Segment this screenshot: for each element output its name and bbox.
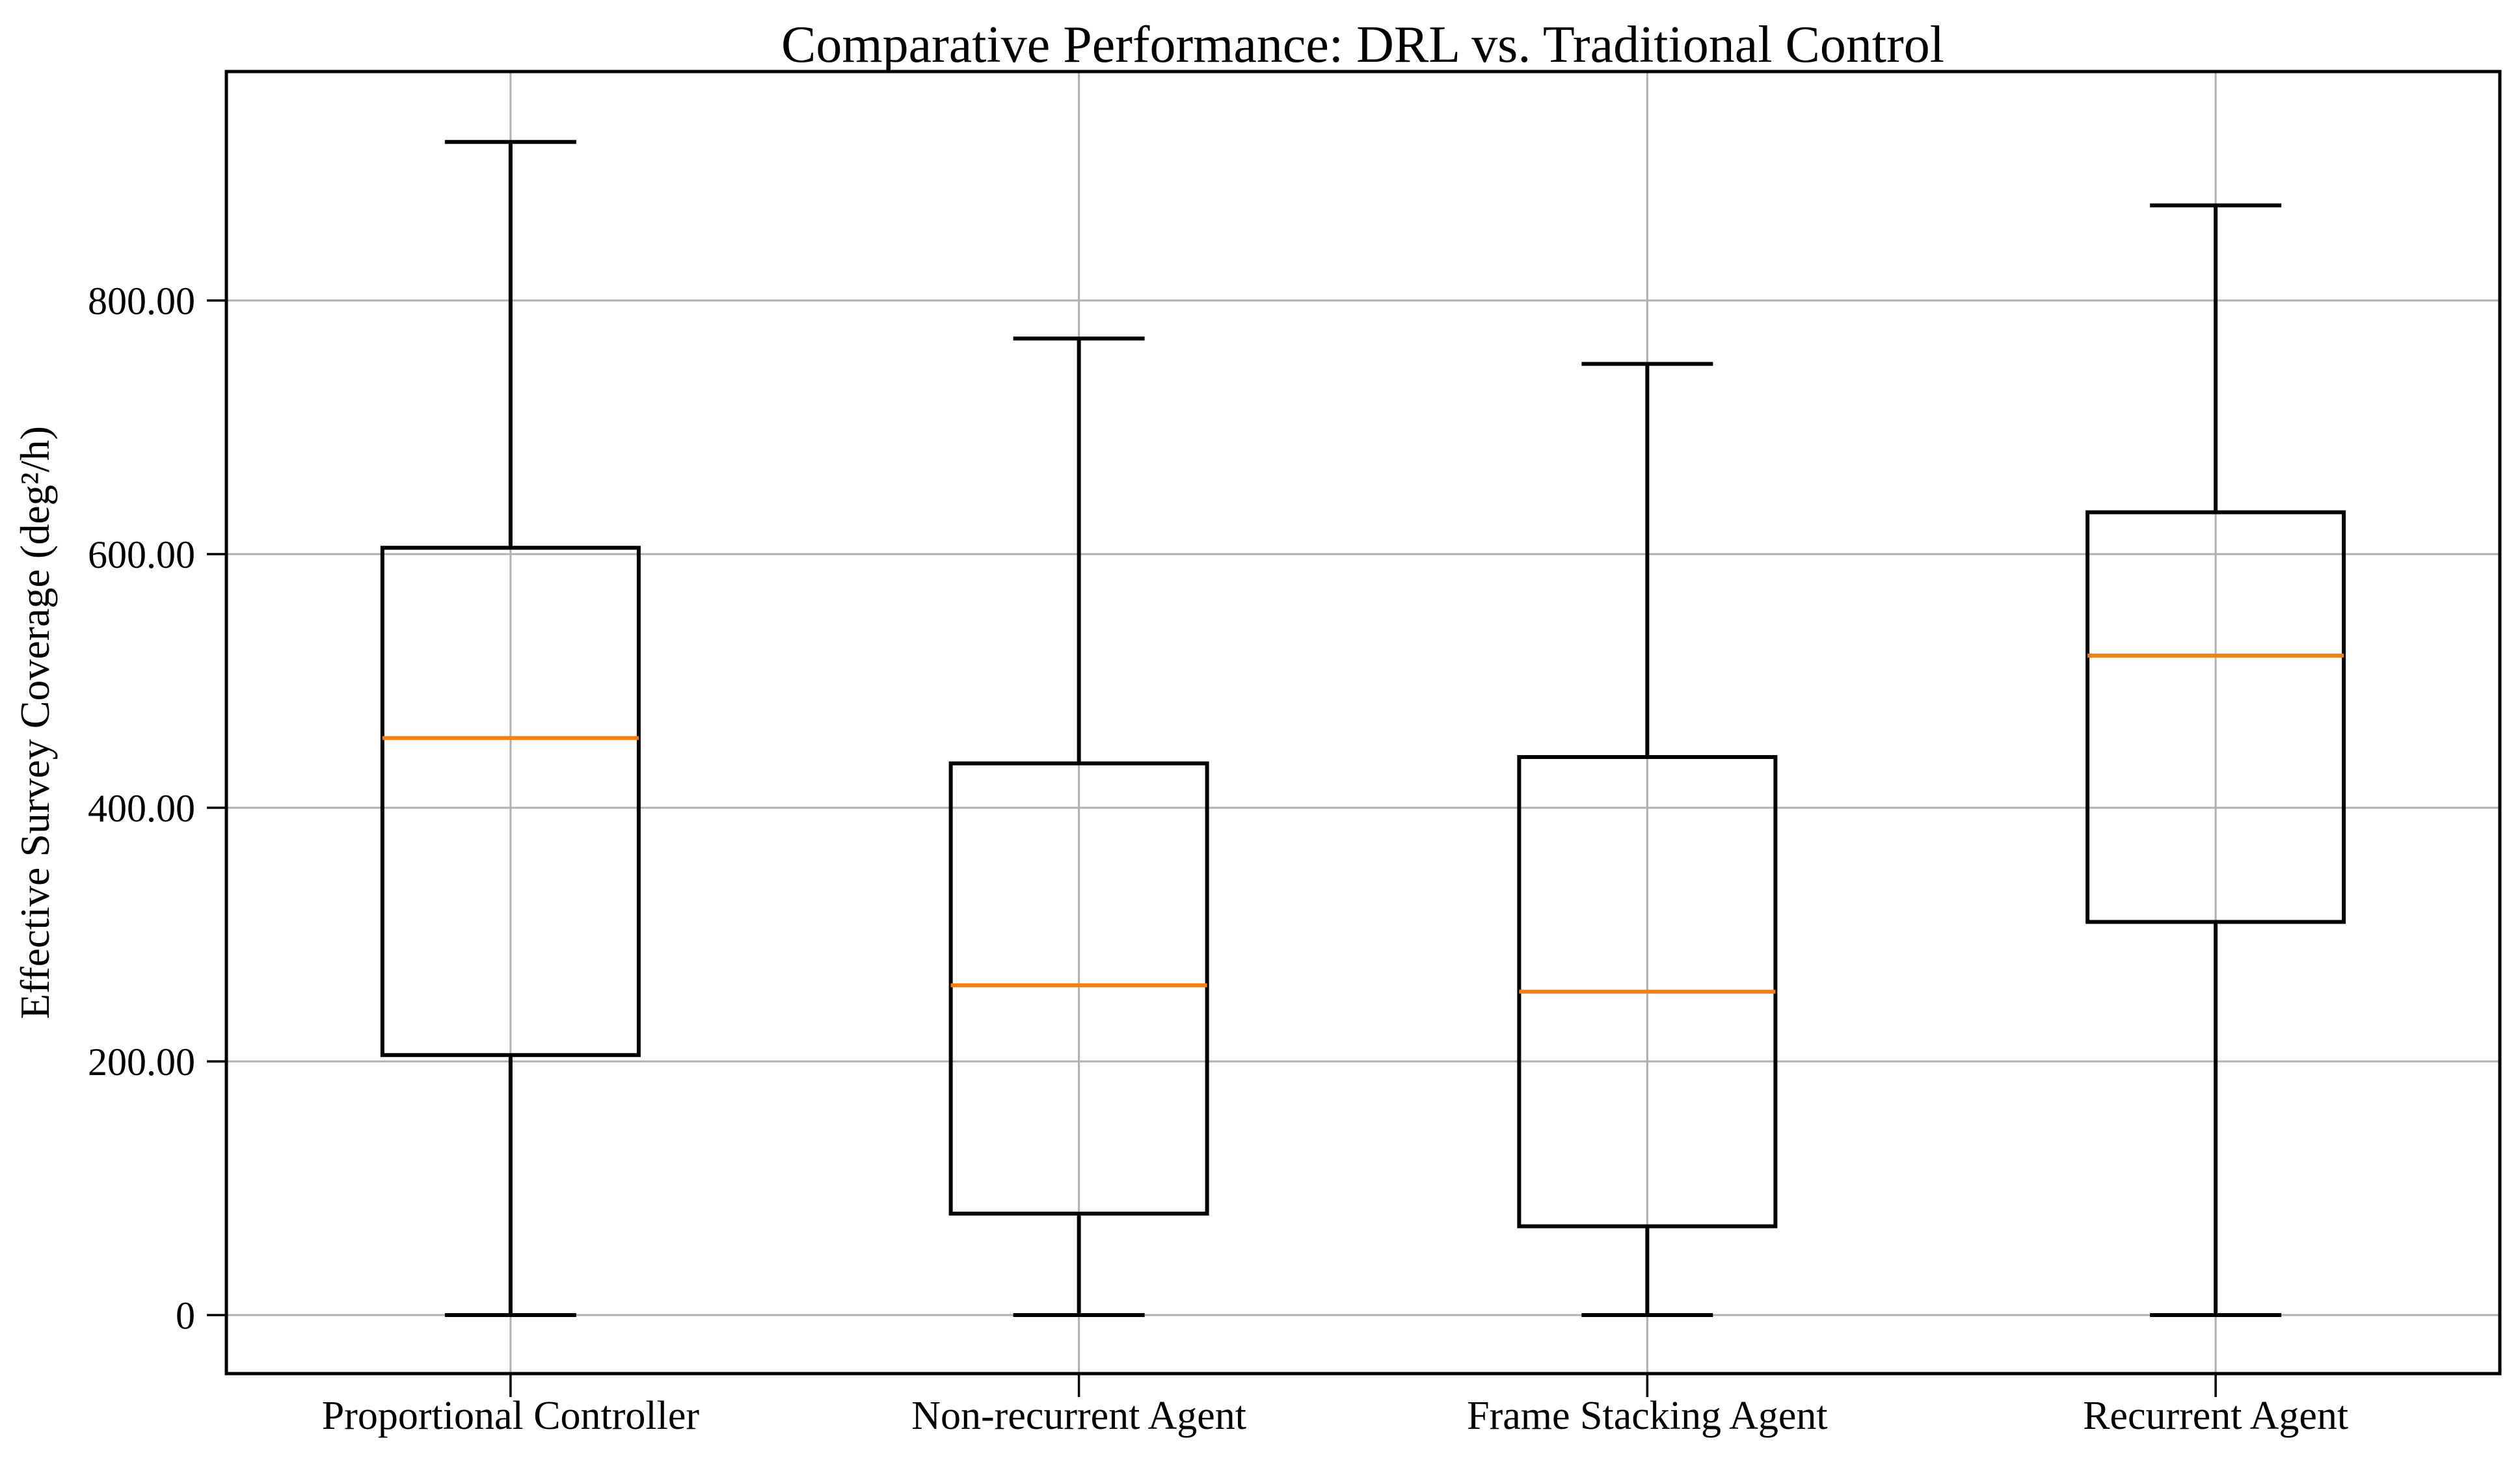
box-plot-recurrent-agent (2085, 203, 2346, 1317)
iqr-box (948, 761, 1209, 1216)
axis-layer: 0 200.00 400.00 600.00 800.00 Proportional Co… (88, 70, 2502, 1438)
x-tick-label: Proportional Controller (322, 1394, 700, 1438)
y-tick-label: 400.00 (88, 787, 195, 830)
y-axis-label: Effective Survey Coverage (deg²/h) (12, 426, 58, 1019)
iqr-box (2085, 510, 2346, 924)
box-plot-frame-stacking-agent (1517, 362, 1778, 1317)
box-layer (380, 140, 2346, 1317)
y-tick-label: 800.00 (88, 280, 195, 323)
y-tick-label: 0 (176, 1294, 195, 1337)
y-tick-label: 600.00 (88, 533, 195, 576)
x-tick-label: Frame Stacking Agent (1467, 1394, 1827, 1438)
y-tick-label: 200.00 (88, 1041, 195, 1084)
box-plot-proportional-controller (380, 140, 641, 1317)
chart-title: Comparative Performance: DRL vs. Traditi… (781, 16, 1944, 73)
x-tick-label: Non-recurrent Agent (911, 1394, 1246, 1438)
iqr-box (380, 546, 641, 1058)
plot-frame (224, 70, 2502, 1376)
grid-layer (226, 72, 2500, 1374)
x-tick-label: Recurrent Agent (2083, 1394, 2348, 1438)
box-plot-non-recurrent-agent (948, 336, 1209, 1317)
